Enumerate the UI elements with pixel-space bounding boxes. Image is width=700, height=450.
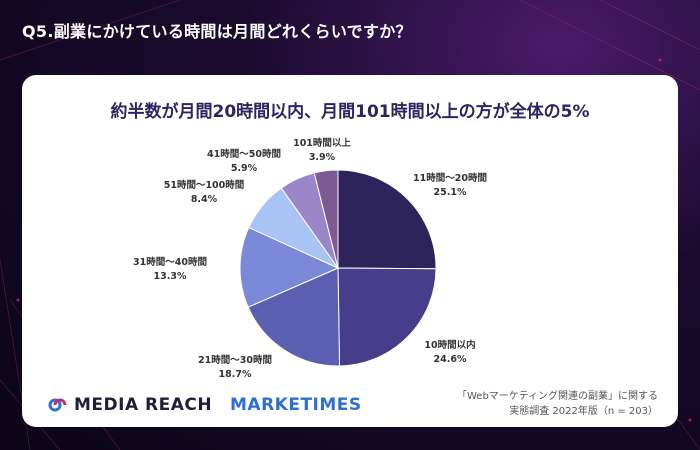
- media-reach-logo: MEDIA REACH: [46, 395, 212, 415]
- slice-value-label: 3.9%: [309, 152, 336, 163]
- source-line-2: 実態調査 2022年版（n = 203）: [509, 406, 658, 417]
- source-line-1: 「Webマーケティング関連の副業」に関する: [456, 391, 658, 402]
- chart-headline: 約半数が月間20時間以内、月間101時間以上の方が全体の5%: [110, 102, 590, 122]
- slice-value-label: 18.7%: [219, 369, 252, 380]
- slice-label: 21時間〜30時間: [198, 354, 272, 366]
- slice-label: 41時間〜50時間: [207, 148, 281, 160]
- source-note: 「Webマーケティング関連の副業」に関する 実態調査 2022年版（n = 20…: [457, 389, 658, 419]
- marketimes-logo: MARKETIMES: [230, 395, 362, 415]
- slice-value-label: 5.9%: [231, 163, 258, 174]
- slice-value-label: 8.4%: [191, 194, 218, 205]
- pie-slice: [313, 169, 339, 269]
- slice-label: 31時間〜40時間: [133, 256, 207, 268]
- pie-slice: [247, 267, 341, 367]
- slice-label: 101時間以上: [293, 137, 351, 149]
- pie-slice: [337, 267, 437, 367]
- pie-slice: [239, 226, 340, 308]
- media-reach-logo-icon: [48, 398, 67, 412]
- question-title: Q5.副業にかけている時間は月間どれくらいですか？: [22, 22, 412, 41]
- chart-card: 約半数が月間20時間以内、月間101時間以上の方が全体の5% 11時間〜20時間…: [22, 75, 678, 427]
- slice-value-label: 25.1%: [434, 187, 467, 198]
- slice-value-label: 13.3%: [154, 271, 187, 282]
- slice-value-label: 24.6%: [434, 354, 467, 365]
- media-reach-logo-text: MEDIA REACH: [74, 395, 213, 415]
- slice-label: 51時間〜100時間: [164, 179, 245, 191]
- slice-label: 10時間以内: [424, 339, 475, 351]
- slice-label: 11時間〜20時間: [413, 172, 487, 184]
- pie-chart: 11時間〜20時間 25.1% 10時間以内 24.6% 21時間〜30時間 18.7% 3…: [133, 137, 487, 380]
- pie-slice: [337, 169, 437, 270]
